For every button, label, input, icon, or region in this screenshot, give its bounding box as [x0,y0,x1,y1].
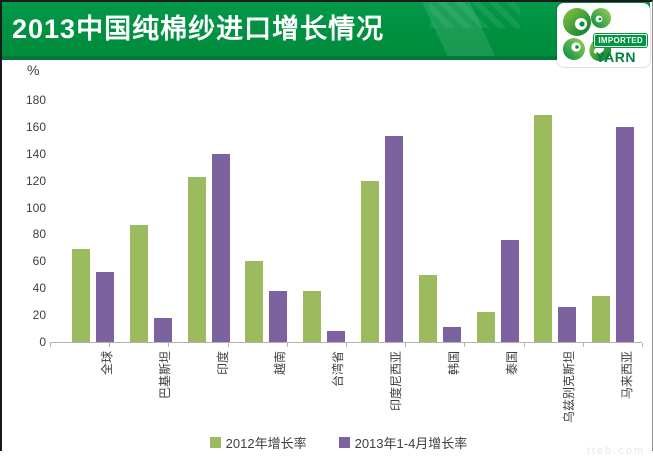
bar-series2 [442,327,461,342]
x-category-label: 全球 [100,351,114,376]
legend-swatch-icon [209,437,221,448]
x-axis-tick [168,343,170,347]
header-checker-decoration [430,2,520,28]
x-axis-tick [50,343,51,347]
header-bottom-strip [2,56,650,60]
bar-series2 [327,331,346,342]
page-title: 2013中国纯棉纱进口增长情况 [12,14,385,44]
bar-series1 [361,180,379,342]
y-tick-label: 40 [32,281,46,296]
bar-series2 [558,307,577,342]
x-axis-tick [109,343,111,347]
legend-swatch-icon [338,437,350,448]
y-tick-label: 0 [39,335,46,349]
legend: 2012年增长率 2013年1-4月增长率 [0,433,653,452]
header-diagonal-decoration [330,2,590,56]
x-category-label: 巴基斯坦 [157,351,172,400]
bar-series2 [616,126,635,342]
x-axis-tick [286,343,288,347]
x-axis-tick [464,343,466,347]
x-category-label: 泰国 [504,351,519,376]
bar-series2 [211,153,230,342]
x-axis-labels: 全球 巴基斯坦 印度 越南 台湾省 印度尼西亚 韩国 泰国 乌兹别克斯坦 马来西亚 [50,349,642,441]
header-banner: 2013中国纯棉纱进口增长情况 [2,2,650,56]
x-axis-tick [582,343,584,347]
bar-series1 [592,296,611,342]
x-axis-tick [227,343,229,347]
bar-series1 [72,249,90,342]
y-tick-label: 140 [25,146,46,161]
logo-text-imported: IMPORTED [594,34,647,47]
bar-series1 [129,225,148,342]
legend-label: 2013年1-4月增长率 [354,436,468,451]
x-category-label: 乌兹别克斯坦 [562,351,577,424]
y-tick-label: 160 [25,119,46,134]
x-category-label: 越南 [273,351,288,376]
logo-text-yarn: YARN [595,49,636,65]
x-category-label: 马来西亚 [620,351,635,400]
bar-series1 [534,114,553,342]
bar-series2 [153,317,172,342]
bar-series2 [500,239,519,342]
bar-series1 [303,290,322,342]
watermark: tteb.com [82,56,465,150]
legend-item: 2013年1-4月增长率 [338,433,468,452]
bar-series2 [269,290,288,342]
y-tick-label: 120 [25,173,46,188]
x-axis-tick [346,343,347,347]
y-tick-label: 80 [32,227,46,242]
y-tick-label: 20 [32,308,46,323]
bar-series1 [476,312,495,342]
bar-series1 [418,274,437,342]
x-axis-tick [642,343,643,347]
x-axis-tick [523,343,525,347]
y-tick-label: 180 [25,93,46,107]
legend-label: 2012年增长率 [225,436,307,451]
y-tick-label: 100 [25,200,46,215]
x-category-label: 印度 [215,351,230,376]
y-tick-label: 60 [32,254,46,269]
x-category-label: 印度尼西亚 [389,351,403,412]
x-axis-tick [405,343,407,347]
x-category-label: 韩国 [446,351,461,376]
footer-watermark: tteb.com [586,445,645,457]
x-category-label: 台湾省 [331,351,346,388]
bar-series1 [187,176,206,342]
plot-area [50,100,642,343]
legend-item: 2012年增长率 [209,433,307,452]
imported-yarn-logo: IMPORTED YARN [557,3,650,67]
bar-series1 [245,261,264,342]
y-axis-unit: % [27,62,40,78]
bar-series2 [96,272,114,342]
bar-series2 [385,136,403,342]
